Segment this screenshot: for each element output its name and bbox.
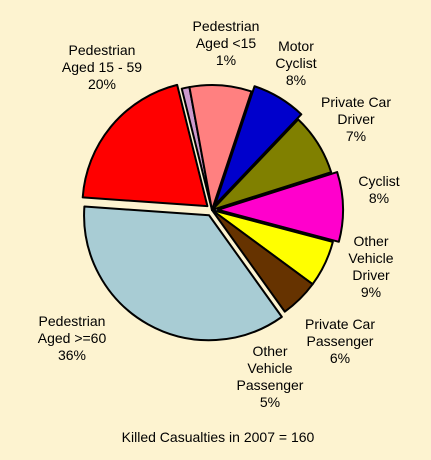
slice-label-line: 20% <box>88 76 116 92</box>
slice-label-line: 8% <box>286 72 306 88</box>
pie-slice-6 <box>211 209 314 313</box>
slice-label-line: Driver <box>352 267 390 283</box>
slice-label-line: Cyclist <box>275 55 316 71</box>
pie-slice-3 <box>211 118 333 211</box>
slice-label-line: 8% <box>369 190 389 206</box>
slice-label-line: Driver <box>337 111 375 127</box>
slice-label-line: Other <box>353 233 388 249</box>
slice-label-7: Pedestrian Aged >=60 36% <box>38 313 107 363</box>
pie-slice-8 <box>81 83 209 208</box>
slice-label-line: 5% <box>260 394 280 410</box>
pie-slice-2 <box>214 85 303 206</box>
pie-slices <box>81 83 344 342</box>
slice-label-line: Pedestrian <box>69 42 136 58</box>
slice-label-0: Pedestrian Aged <15 1% <box>193 18 260 68</box>
slice-label-line: 36% <box>58 347 86 363</box>
slice-label-line: Motor <box>278 38 314 54</box>
slice-label-line: 1% <box>216 52 236 68</box>
slice-label-6: Other Vehicle Passenger 5% <box>237 343 304 410</box>
chart-caption: Killed Casualties in 2007 = 160 <box>122 429 315 445</box>
pie-slice-7 <box>83 205 283 342</box>
slice-label-4: Other Vehicle Driver 9% <box>348 233 393 300</box>
slice-label-line: Other <box>252 343 287 359</box>
pie-slice-4 <box>216 171 344 243</box>
slice-label-line: Passenger <box>307 333 374 349</box>
slice-labels: Pedestrian Aged <15 1%Motor Cyclist 8%Privat… <box>38 18 400 410</box>
slice-label-line: Aged 15 - 59 <box>62 59 142 75</box>
slice-label-line: Cyclist <box>358 173 399 189</box>
slice-label-line: Private Car <box>305 316 375 332</box>
slice-label-5: Private Car Passenger 6% <box>305 316 375 366</box>
pie-slice-1 <box>188 84 253 211</box>
slice-label-line: Pedestrian <box>39 313 106 329</box>
slice-label-line: 6% <box>330 350 350 366</box>
slice-label-line: Vehicle <box>247 360 292 376</box>
slice-label-line: Aged >=60 <box>38 330 107 346</box>
slice-label-line: Passenger <box>237 377 304 393</box>
slice-label-line: Vehicle <box>348 250 393 266</box>
slice-label-line: 7% <box>346 128 366 144</box>
slice-label-line: Aged <15 <box>196 35 257 51</box>
slice-label-line: Private Car <box>321 94 391 110</box>
slice-label-8: Pedestrian Aged 15 - 59 20% <box>62 42 142 92</box>
slice-label-line: 9% <box>361 284 381 300</box>
slice-label-2: Private Car Driver 7% <box>321 94 391 144</box>
slice-label-1: Motor Cyclist 8% <box>275 38 316 88</box>
slice-label-line: Pedestrian <box>193 18 260 34</box>
slice-label-3: Cyclist 8% <box>358 173 399 206</box>
